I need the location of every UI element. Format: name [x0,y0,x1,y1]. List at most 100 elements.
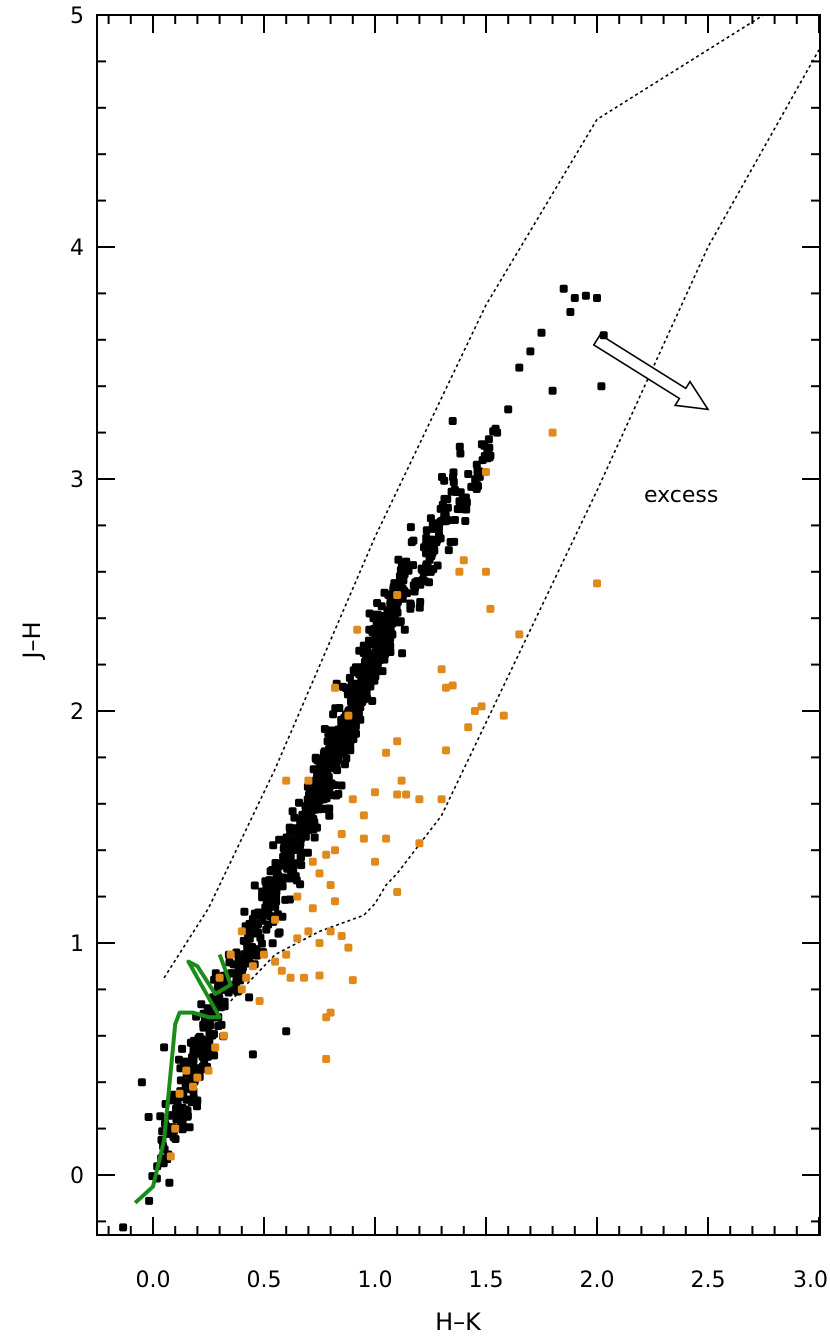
black-point [285,895,294,904]
orange-point [593,579,601,588]
black-point [398,649,407,658]
orange-point [344,711,353,720]
orange-point [315,939,324,947]
black-point [325,745,333,754]
orange-point [326,927,335,936]
black-point [309,765,318,774]
y-tick-label: 4 [70,236,84,261]
black-point [354,710,363,719]
orange-point [277,966,286,975]
black-point [342,729,351,738]
black-point [160,1043,169,1052]
orange-point [482,468,490,476]
reddening-vector-arrow [592,333,710,411]
black-point [286,842,295,851]
black-point [461,517,470,525]
black-point [292,876,301,885]
black-point [229,960,238,969]
black-point [599,331,608,340]
black-point [201,1037,210,1046]
orange-point [293,934,302,943]
black-point [484,435,493,444]
x-tick-label: 1.0 [358,1268,393,1293]
y-tick-label: 0 [70,1164,84,1189]
black-point [419,568,428,577]
orange-point [515,630,524,639]
x-tick-label: 2.5 [691,1268,726,1293]
orange-point [393,591,402,599]
black-point [250,945,259,954]
black-point [144,1113,153,1121]
black-point [428,547,437,556]
black-point [254,920,262,929]
black-point [373,599,382,607]
black-point [548,386,557,395]
orange-point [331,683,339,692]
orange-point [371,857,379,866]
black-point [449,473,457,482]
x-tick-label: 0.5 [247,1268,282,1293]
black-point [275,928,284,937]
black-point [245,993,254,1002]
black-point [325,759,334,768]
black-point [450,537,459,546]
orange-point [255,997,264,1005]
black-point [385,610,394,619]
orange-point [271,957,280,966]
black-point [332,791,341,800]
orange-point [304,927,313,936]
black-point [593,294,601,302]
black-point [570,294,579,302]
black-point [581,291,590,300]
black-point [444,546,453,555]
black-point [440,476,449,485]
black-point [178,1044,187,1053]
orange-point [393,790,402,799]
orange-point [470,707,479,715]
orange-point [482,567,490,576]
black-point [290,813,299,822]
excess-annotation: excess [644,483,718,508]
orange-point [464,723,473,732]
orange-point [448,681,457,690]
black-point [372,645,381,654]
black-point [372,657,381,666]
orange-point [331,846,339,855]
orange-point [477,702,486,711]
orange-point [486,604,495,613]
black-point [437,516,446,525]
black-point [436,534,445,543]
black-point [406,600,415,609]
plot-frame [96,14,821,1236]
orange-point [171,1124,180,1133]
orange-point [337,830,346,838]
orange-point [499,711,508,720]
black-point [450,516,459,524]
black-point [255,909,264,918]
black-point [183,1112,192,1121]
black-point [257,939,266,948]
black-point [365,668,374,677]
black-point [322,794,331,803]
black-point [515,363,524,372]
black-point [145,1196,154,1205]
black-point [310,819,319,828]
black-point [483,445,492,454]
black-point [193,1044,202,1053]
orange-point [293,892,302,901]
black-point [273,864,282,873]
orange-point [308,904,317,913]
black-point [526,347,535,356]
ticks-layer [97,14,820,1235]
orange-point [437,795,446,804]
black-point [426,514,435,523]
orange-point [189,1082,197,1091]
black-point [250,881,259,890]
black-point [266,886,275,894]
black-point [368,628,377,637]
orange-point [437,665,446,674]
orange-point [322,1055,331,1063]
orange-point [397,776,406,785]
y-tick-label: 1 [70,932,84,957]
black-point [274,882,283,891]
